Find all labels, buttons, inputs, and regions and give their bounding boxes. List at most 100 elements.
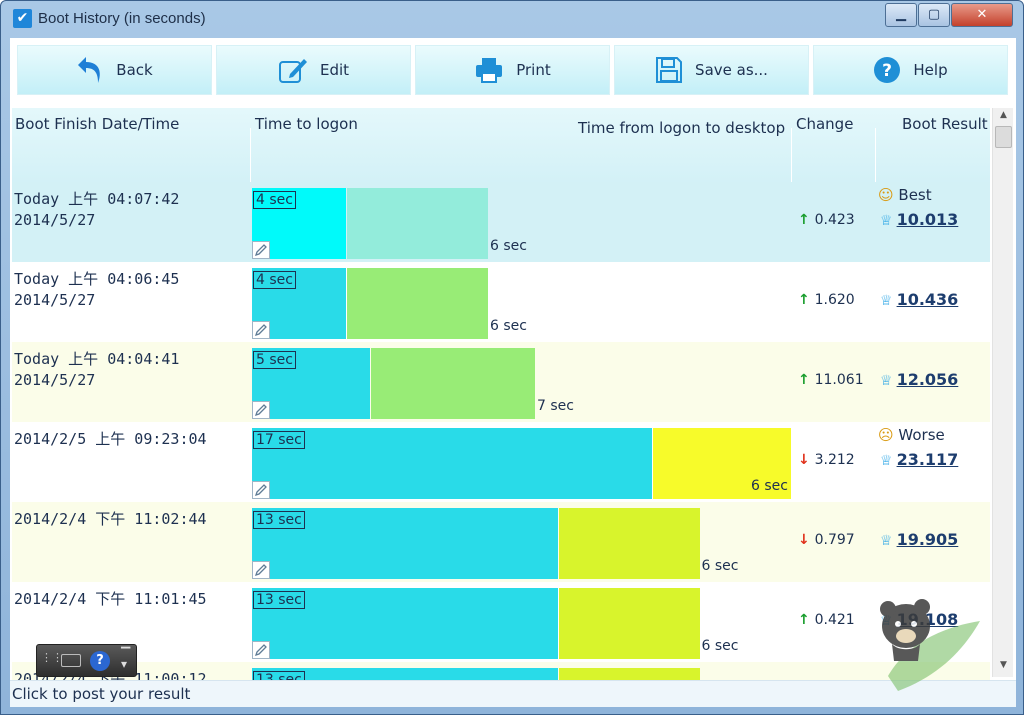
logon-time-label: 17 sec <box>253 431 305 449</box>
score-value[interactable]: 10.013 <box>896 210 959 229</box>
table-row[interactable]: Today 上午 04:07:42 2014/5/27 4 sec 6 sec ↑ 0.… <box>12 182 990 262</box>
svg-text:?: ? <box>882 61 892 81</box>
mini-menu-icon[interactable]: ▔ ▾ <box>121 647 131 671</box>
column-header-desktop[interactable]: Time from logon to desktop <box>578 119 786 137</box>
scroll-up-arrow-icon[interactable]: ▲ <box>1000 110 1007 120</box>
desktop-time-bar <box>370 348 535 419</box>
change-text: 11.061 <box>814 372 864 388</box>
grip-icon[interactable]: ⋮⋮ <box>41 651 63 664</box>
floppy-icon <box>656 57 683 83</box>
desktop-time-bar <box>558 588 700 659</box>
pencil-icon[interactable] <box>252 241 270 259</box>
desktop-time-label: 6 sec <box>490 318 527 334</box>
maximize-button[interactable]: ▢ <box>918 3 950 27</box>
title-bar[interactable]: ✔ Boot History (in seconds) ▁ ▢ ✕ <box>1 1 1023 37</box>
save-as-label: Save as... <box>695 61 768 79</box>
pencil-icon[interactable] <box>252 641 270 659</box>
arrow-up-icon: ↑ <box>798 212 815 228</box>
desktop-time-label: 6 sec <box>701 558 739 574</box>
pencil-icon[interactable] <box>252 401 270 419</box>
table-row[interactable]: Today 上午 04:06:45 2014/5/27 4 sec 6 sec ↑ 1.… <box>12 262 990 342</box>
keyboard-icon[interactable] <box>61 654 81 667</box>
pencil-icon[interactable] <box>252 481 270 499</box>
score-value[interactable]: 23.117 <box>896 450 959 469</box>
mini-help-icon[interactable]: ? <box>90 651 110 671</box>
minimize-button[interactable]: ▁ <box>885 3 917 27</box>
trophy-icon: ♕ <box>880 453 893 469</box>
client-area: Back Edit Print <box>10 38 1016 707</box>
logon-time-bar <box>252 508 558 579</box>
boot-score-link[interactable]: ♕ 10.013 <box>880 210 958 229</box>
help-button[interactable]: ? Help <box>813 45 1008 95</box>
change-value: ↓ 3.212 <box>798 452 855 468</box>
trophy-icon: ♕ <box>880 293 893 309</box>
back-button[interactable]: Back <box>17 45 212 95</box>
app-check-icon: ✔ <box>13 9 32 28</box>
logon-time-label: 4 sec <box>253 271 296 289</box>
boot-date: 2014/2/4 下午 11:01:45 <box>14 590 207 608</box>
column-divider <box>875 128 876 182</box>
desktop-time-bar <box>558 668 700 680</box>
change-value: ↑ 1.620 <box>798 292 855 308</box>
desktop-time-bar <box>558 508 700 579</box>
edit-icon <box>278 59 307 83</box>
score-value[interactable]: 10.436 <box>896 290 959 309</box>
table-row[interactable]: 2014/2/5 上午 09:23:04 17 sec 6 sec ↓ 3.212 ☹ … <box>12 422 990 502</box>
boot-date: 2014/2/5 上午 09:23:04 <box>14 430 207 448</box>
column-header-logon[interactable]: Time to logon <box>255 115 358 133</box>
status-bar[interactable]: Click to post your result <box>10 680 1016 707</box>
pencil-icon[interactable] <box>252 561 270 579</box>
desktop-time-bar <box>347 268 488 339</box>
boot-score-link[interactable]: ♕ 23.117 <box>880 450 958 469</box>
boot-score-link[interactable]: ♕ 12.056 <box>880 370 958 389</box>
arrow-down-icon: ↓ <box>798 532 815 548</box>
change-text: 0.421 <box>814 612 855 628</box>
column-divider <box>250 128 251 182</box>
column-header-change[interactable]: Change <box>796 115 854 133</box>
scroll-thumb[interactable] <box>995 126 1012 148</box>
change-text: 0.423 <box>814 212 855 228</box>
trophy-icon: ♕ <box>880 373 893 389</box>
toolbar: Back Edit Print <box>10 38 1016 102</box>
table-row[interactable]: Today 上午 04:04:41 2014/5/27 5 sec 7 sec ↑ 11… <box>12 342 990 422</box>
change-text: 0.797 <box>814 532 855 548</box>
change-value: ↓ 0.797 <box>798 532 855 548</box>
close-button[interactable]: ✕ <box>951 3 1013 27</box>
table-row[interactable]: 2014/2/4 下午 11:02:44 13 sec 6 sec ↓ 0.797 ♕ 1… <box>12 502 990 582</box>
desktop-time-bar <box>347 188 488 259</box>
boot-date-line2: 2014/5/27 <box>14 291 96 309</box>
floating-mini-toolbar[interactable]: ⋮⋮ ? ▔ ▾ <box>36 644 137 677</box>
column-header-date[interactable]: Boot Finish Date/Time <box>15 115 180 133</box>
edit-label: Edit <box>319 61 350 79</box>
table-header: Boot Finish Date/Time Time to logon Time… <box>12 108 990 182</box>
column-header-result[interactable]: Boot Result <box>902 115 988 133</box>
edit-button[interactable]: Edit <box>216 45 411 95</box>
boot-score-link[interactable]: ♕ 10.436 <box>880 290 958 309</box>
pencil-icon[interactable] <box>252 321 270 339</box>
score-value[interactable]: 12.056 <box>896 370 959 389</box>
vertical-scrollbar[interactable]: ▲ ▼ <box>992 108 1013 677</box>
bear-watermark-icon <box>880 599 980 691</box>
result-badge: ☺ Best <box>878 186 932 204</box>
boot-date: Today 上午 04:06:45 <box>14 270 180 288</box>
help-label: Help <box>913 61 948 79</box>
logon-time-bar <box>252 588 558 659</box>
window-title: Boot History (in seconds) <box>38 10 206 27</box>
boot-score-link[interactable]: ♕ 19.905 <box>880 530 958 549</box>
badge-text: Best <box>898 186 932 204</box>
post-result-link[interactable]: Click to post your result <box>12 685 191 703</box>
print-button[interactable]: Print <box>415 45 610 95</box>
help-icon: ? <box>874 57 901 83</box>
arrow-up-icon: ↑ <box>798 372 815 388</box>
badge-text: Worse <box>898 426 945 444</box>
boot-date: Today 上午 04:04:41 <box>14 350 180 368</box>
scroll-down-arrow-icon[interactable]: ▼ <box>1000 660 1007 670</box>
score-value[interactable]: 19.905 <box>896 530 959 549</box>
save-as-button[interactable]: Save as... <box>614 45 809 95</box>
boot-date-line2: 2014/5/27 <box>14 211 96 229</box>
trophy-icon: ♕ <box>880 533 893 549</box>
back-label: Back <box>116 61 153 79</box>
desktop-time-label: 6 sec <box>490 238 527 254</box>
